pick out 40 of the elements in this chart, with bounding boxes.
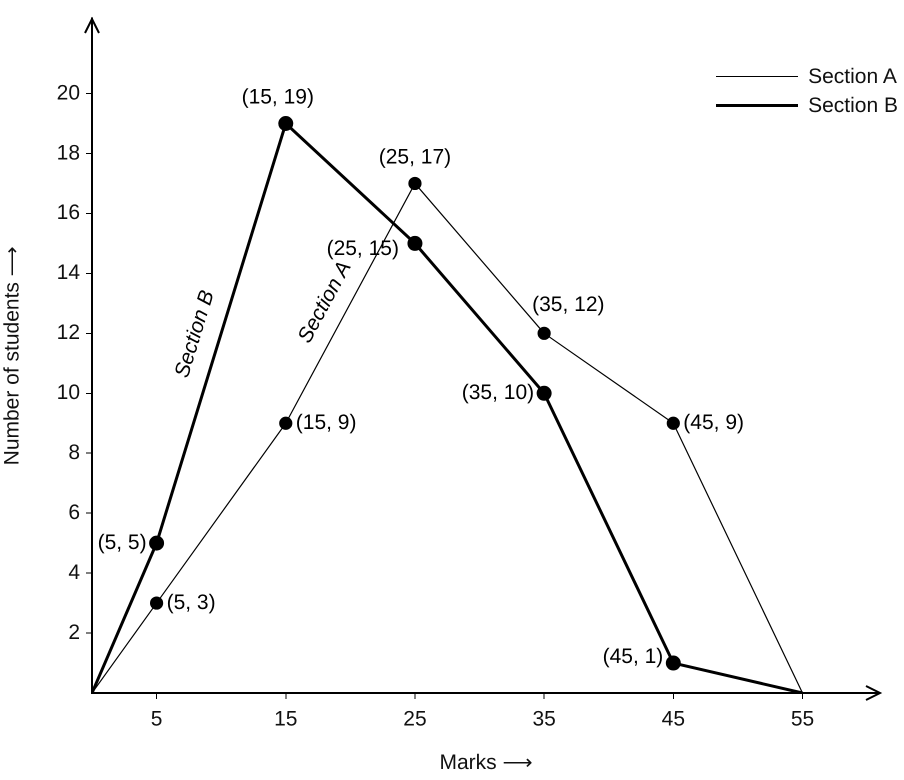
- x-tick-label: 25: [403, 707, 427, 730]
- y-tick-label: 8: [68, 441, 80, 464]
- point: [408, 176, 422, 190]
- y-tick-label: 2: [68, 620, 80, 644]
- point: [278, 116, 294, 132]
- point: [150, 596, 164, 610]
- point: [666, 416, 680, 430]
- annotation: (5, 5): [98, 530, 147, 554]
- y-tick-label: 20: [56, 81, 80, 104]
- x-tick-label: 55: [790, 707, 814, 730]
- x-tick-label: 35: [532, 707, 556, 730]
- legend-label: Section A: [808, 64, 897, 88]
- x-axis-title: Marks ⟶: [440, 751, 532, 774]
- y-tick-label: 14: [56, 261, 80, 284]
- x-tick-label: 15: [274, 707, 298, 730]
- annotation: (35, 10): [462, 381, 534, 404]
- point: [666, 656, 681, 671]
- text: Section B: [170, 288, 219, 380]
- point: [536, 386, 552, 401]
- annotation: (5, 3): [166, 590, 216, 614]
- point: [279, 416, 292, 430]
- y-tick-label: 6: [68, 500, 80, 524]
- annotation: (45, 9): [683, 411, 744, 434]
- point: [149, 536, 164, 551]
- point: [538, 326, 551, 340]
- y-axis-title: Number of students ⟶: [0, 246, 24, 466]
- y-tick-label: 10: [56, 381, 80, 404]
- x-tick-label: 5: [150, 707, 162, 730]
- annotation: (15, 9): [296, 411, 356, 434]
- annotation: (35, 12): [532, 293, 605, 316]
- y-tick-label: 12: [56, 321, 80, 344]
- y-tick-label: 16: [56, 201, 80, 224]
- x-tick-label: 45: [662, 707, 685, 730]
- annotation: (15, 19): [242, 85, 314, 108]
- point: [407, 236, 422, 251]
- y-tick-label: 4: [68, 560, 80, 584]
- legend-label: Section B: [808, 94, 898, 118]
- annotation: (45, 1): [602, 644, 664, 668]
- annotation: (25, 17): [378, 145, 452, 168]
- y-tick-label: 18: [56, 141, 80, 164]
